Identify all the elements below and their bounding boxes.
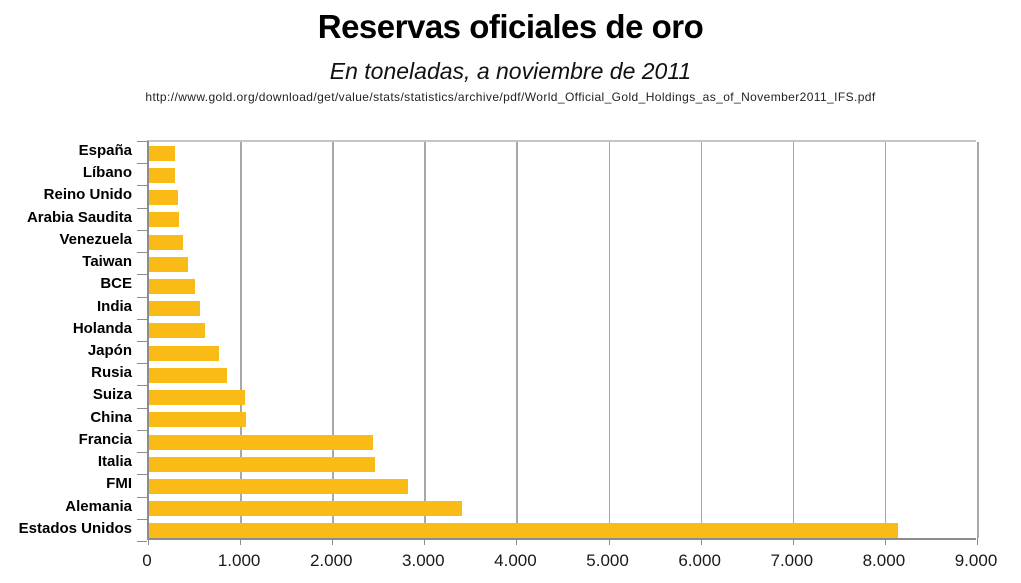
source-url: http://www.gold.org/download/get/value/s… — [145, 90, 876, 104]
x-axis-tick-label: 9.000 — [954, 551, 998, 570]
bar — [149, 501, 463, 517]
bar — [149, 367, 228, 383]
y-axis-tick — [137, 496, 147, 498]
y-axis-label: FMI — [106, 475, 132, 493]
x-axis-tick — [332, 538, 334, 545]
bar — [149, 278, 196, 294]
bar — [149, 345, 220, 361]
gridline — [700, 142, 703, 538]
x-axis-tick-label: 1.000 — [217, 551, 261, 570]
y-axis-labels: España Líbano Reino Unido Arabia Saudita Ven… — [0, 140, 132, 540]
y-axis-tick — [137, 318, 147, 320]
y-axis-tick — [137, 474, 147, 476]
y-axis-tick — [137, 385, 147, 387]
y-axis-tick — [137, 541, 147, 542]
bar — [149, 190, 178, 206]
gridline — [424, 142, 426, 538]
x-axis-tick — [516, 538, 518, 545]
y-axis-tick — [137, 229, 147, 231]
x-axis-tick — [240, 538, 242, 545]
x-axis-tick — [977, 538, 978, 545]
y-axis-label: Suiza — [92, 386, 132, 404]
bar — [149, 167, 176, 183]
y-axis-label: Japón — [87, 342, 132, 359]
y-axis-tick — [137, 274, 147, 276]
y-axis-tick — [137, 163, 147, 165]
gridline — [516, 142, 518, 538]
y-axis-tick — [137, 429, 147, 431]
x-axis-tick-label: 3.000 — [402, 551, 445, 570]
y-axis-tick — [137, 341, 147, 342]
bar — [149, 434, 374, 450]
bar — [149, 301, 201, 317]
y-axis-label: China — [90, 408, 132, 426]
bar — [149, 523, 899, 539]
plot-area — [137, 140, 979, 545]
x-axis-tick — [148, 538, 149, 545]
y-axis-label: Italia — [97, 453, 132, 471]
gridline — [240, 142, 242, 538]
y-axis-tick — [137, 518, 147, 520]
y-axis-label: BCE — [100, 275, 132, 293]
bar — [149, 212, 179, 228]
bar — [149, 234, 183, 250]
y-axis-tick — [137, 185, 147, 187]
y-axis-tick — [137, 452, 147, 454]
x-axis-tick — [424, 538, 426, 545]
y-axis-label: Holanda — [72, 319, 132, 337]
y-axis-tick — [137, 296, 147, 298]
x-axis-tick — [884, 538, 886, 545]
y-axis-label: Líbano — [82, 164, 132, 182]
gridline — [608, 142, 611, 538]
y-axis-tick — [137, 207, 147, 209]
bar — [149, 478, 409, 494]
bar — [149, 145, 175, 161]
gridline — [884, 142, 887, 538]
x-axis-tick-label: 4.000 — [494, 551, 537, 570]
x-axis-tick-label: 6.000 — [678, 551, 721, 570]
bar — [149, 323, 206, 339]
y-axis-label: Arabia Saudita — [26, 208, 132, 226]
gridline — [977, 142, 979, 538]
gridline — [792, 142, 795, 538]
y-axis-label: Alemania — [65, 497, 132, 515]
y-axis-label: Taiwan — [82, 253, 132, 271]
chart-title: Reservas oficiales de oro — [317, 8, 704, 45]
x-axis-labels: 0 1.000 2.000 3.000 4.000 5.000 6.000 7.000 8.00… — [142, 551, 997, 575]
x-axis-tick — [792, 538, 794, 545]
y-axis-label: España — [78, 142, 132, 159]
x-axis-tick-label: 5.000 — [586, 551, 629, 570]
x-axis-tick-label: 2.000 — [309, 551, 353, 570]
bar — [149, 412, 247, 428]
y-axis-tick — [137, 407, 147, 409]
bar — [149, 390, 245, 406]
chart-subtitle: En toneladas, a noviembre de 2011 — [329, 58, 692, 84]
y-axis-tick — [137, 252, 147, 254]
y-axis-label: Estados Unidos — [18, 519, 132, 537]
y-axis-label: Francia — [78, 430, 132, 448]
gridline — [332, 142, 334, 538]
bar — [149, 256, 189, 272]
x-axis-tick — [700, 538, 702, 545]
y-axis-label: Rusia — [91, 364, 132, 382]
x-axis-tick-label: 7.000 — [770, 551, 814, 570]
x-axis-tick-label: 0 — [142, 551, 152, 570]
y-axis-label: India — [96, 297, 132, 315]
y-axis-tick — [137, 141, 147, 142]
y-axis-label: Reino Unido — [43, 186, 132, 204]
bar — [149, 456, 375, 472]
x-axis-tick — [608, 538, 610, 545]
y-axis-label: Venezuela — [59, 230, 132, 248]
x-axis-tick-label: 8.000 — [862, 551, 906, 570]
y-axis-tick — [137, 363, 147, 365]
